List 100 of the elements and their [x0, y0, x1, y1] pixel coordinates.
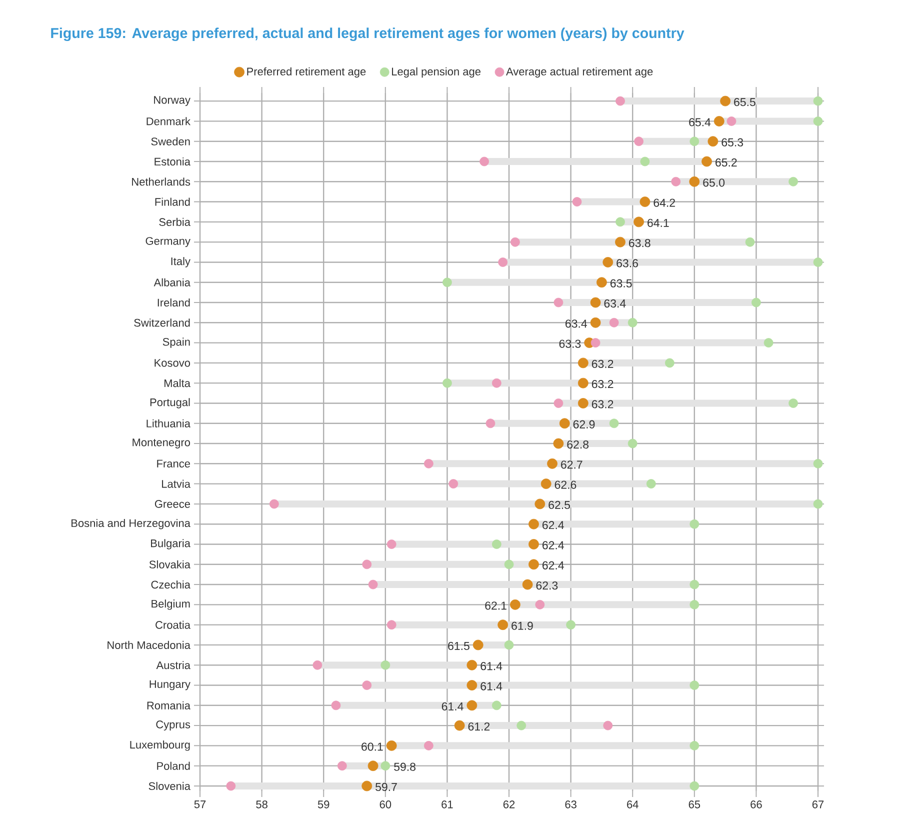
point — [424, 458, 434, 468]
data-label: 61.4 — [442, 702, 464, 710]
point — [547, 458, 558, 469]
legend-label: Average actual retirement age — [506, 67, 653, 78]
point — [368, 580, 378, 590]
point — [603, 720, 613, 730]
point — [596, 277, 607, 288]
point — [788, 398, 798, 408]
point — [664, 358, 674, 368]
point — [813, 458, 823, 468]
point — [331, 700, 341, 710]
data-label: 65.4 — [689, 118, 711, 126]
y-tick-label: Spain — [162, 338, 190, 348]
data-label: 62.4 — [542, 521, 564, 530]
data-label: 62.4 — [542, 561, 564, 570]
data-label: 63.2 — [592, 360, 614, 368]
data-label: 61.9 — [512, 622, 533, 630]
point — [813, 116, 823, 126]
point — [690, 781, 700, 791]
data-label: 62.6 — [554, 480, 576, 489]
point — [813, 258, 823, 267]
x-tick-label: 67 — [812, 800, 824, 808]
point — [646, 479, 656, 489]
y-tick-label: Kosovo — [154, 359, 190, 367]
point — [504, 640, 514, 650]
data-label: 65.5 — [734, 98, 756, 106]
data-label: 65.3 — [722, 138, 744, 146]
data-label: 62.5 — [548, 500, 570, 510]
point — [472, 640, 484, 650]
y-tick-label: Hungary — [150, 680, 190, 690]
point — [559, 418, 570, 429]
point — [590, 297, 601, 308]
point — [535, 600, 545, 610]
y-tick-label: Denmark — [146, 117, 190, 126]
y-tick-label: Albania — [154, 278, 190, 286]
data-label: 62.8 — [567, 440, 589, 449]
data-label: 61.4 — [480, 662, 502, 670]
y-tick-label: Latvia — [162, 480, 190, 488]
x-tick-label: 65 — [688, 800, 700, 808]
point — [634, 216, 644, 228]
y-tick-label: Cyprus — [156, 720, 190, 731]
data-label: 63.4 — [604, 299, 626, 308]
y-tick-label: Luxembourg — [130, 740, 190, 751]
point — [362, 780, 372, 792]
point — [690, 519, 700, 529]
point — [578, 378, 588, 388]
point — [386, 540, 396, 549]
point — [540, 478, 552, 490]
y-tick-label: Estonia — [154, 157, 190, 166]
point — [492, 540, 502, 549]
data-label: 62.1 — [485, 602, 506, 610]
point — [752, 298, 761, 308]
data-label: 63.2 — [592, 400, 614, 408]
point — [671, 176, 681, 186]
data-label: 62.7 — [561, 460, 582, 469]
point — [516, 720, 526, 730]
point — [813, 96, 823, 106]
point — [572, 197, 582, 206]
point — [590, 317, 601, 328]
y-tick-label: Poland — [157, 762, 190, 770]
point — [554, 298, 564, 308]
point — [269, 499, 279, 509]
point — [528, 559, 539, 570]
data-label: 63.8 — [629, 238, 650, 248]
point — [466, 660, 478, 670]
point — [510, 237, 520, 247]
data-label: 62.4 — [542, 541, 564, 550]
point — [337, 761, 347, 771]
data-label: 62.3 — [536, 581, 558, 590]
point — [640, 156, 650, 166]
point — [448, 479, 458, 489]
point — [553, 438, 564, 449]
legend-label: Legal pension age — [392, 67, 480, 78]
point — [726, 116, 736, 126]
point — [368, 760, 378, 772]
point — [690, 136, 700, 146]
point — [454, 720, 465, 731]
point — [498, 258, 508, 267]
data-label: 63.6 — [616, 259, 638, 268]
point — [480, 156, 489, 166]
legend-label: Preferred retirement age — [247, 67, 366, 78]
x-tick-label: 58 — [256, 800, 268, 808]
y-tick-label: Croatia — [156, 620, 190, 629]
x-tick-label: 62 — [503, 800, 515, 808]
point — [380, 761, 390, 771]
data-label: 61.5 — [448, 642, 470, 650]
data-label: 61.2 — [468, 722, 490, 731]
y-tick-label: Bulgaria — [151, 539, 190, 550]
point — [386, 620, 396, 630]
point — [640, 196, 650, 207]
point — [689, 176, 700, 187]
point — [522, 579, 533, 590]
point — [628, 318, 638, 328]
y-tick-label: France — [157, 460, 190, 468]
x-tick-label: 63 — [565, 800, 576, 808]
y-tick-label: Finland — [155, 198, 190, 206]
point — [380, 660, 390, 670]
y-tick-label: Austria — [156, 661, 190, 670]
data-label: 63.3 — [559, 340, 581, 348]
y-tick-label: Germany — [146, 237, 190, 248]
